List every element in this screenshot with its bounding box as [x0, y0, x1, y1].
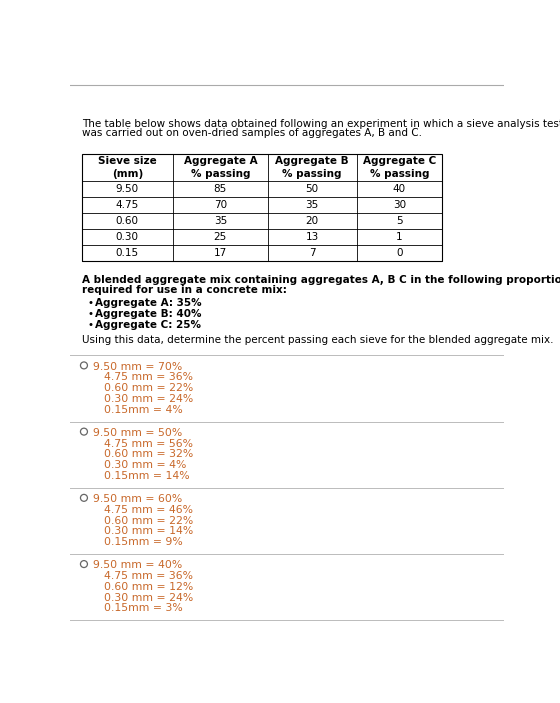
Text: required for use in a concrete mix:: required for use in a concrete mix:	[82, 285, 287, 295]
Text: 9.50 mm = 50%: 9.50 mm = 50%	[94, 428, 183, 438]
Text: 4.75 mm = 56%: 4.75 mm = 56%	[104, 439, 193, 449]
Text: 0.60 mm = 22%: 0.60 mm = 22%	[104, 515, 193, 526]
Text: 0.15mm = 14%: 0.15mm = 14%	[104, 471, 190, 481]
Text: 9.50 mm = 60%: 9.50 mm = 60%	[94, 494, 183, 504]
Text: 0.30 mm = 4%: 0.30 mm = 4%	[104, 460, 186, 470]
Text: 1: 1	[396, 232, 403, 243]
Text: 40: 40	[393, 183, 406, 194]
Text: Aggregate B: 40%: Aggregate B: 40%	[95, 309, 201, 319]
Text: 0.60 mm = 32%: 0.60 mm = 32%	[104, 449, 193, 459]
Text: was carried out on oven-dried samples of aggregates A, B and C.: was carried out on oven-dried samples of…	[82, 128, 422, 138]
Text: 25: 25	[214, 232, 227, 243]
Text: 5: 5	[396, 216, 403, 226]
Text: Using this data, determine the percent passing each sieve for the blended aggreg: Using this data, determine the percent p…	[82, 335, 553, 344]
Text: 4.75: 4.75	[116, 200, 139, 210]
Text: Aggregate B
% passing: Aggregate B % passing	[276, 156, 349, 179]
Text: 13: 13	[306, 232, 319, 243]
Text: Aggregate A: 35%: Aggregate A: 35%	[95, 298, 202, 309]
Text: 17: 17	[214, 248, 227, 259]
Text: 85: 85	[214, 183, 227, 194]
Text: 0.30 mm = 14%: 0.30 mm = 14%	[104, 527, 193, 536]
Text: Aggregate A
% passing: Aggregate A % passing	[184, 156, 257, 179]
Text: 7: 7	[309, 248, 315, 259]
Text: A blended aggregate mix containing aggregates A, B C in the following proportion: A blended aggregate mix containing aggre…	[82, 275, 560, 285]
Text: 9.50: 9.50	[116, 183, 139, 194]
Text: 30: 30	[393, 200, 406, 210]
Text: 4.75 mm = 46%: 4.75 mm = 46%	[104, 505, 193, 515]
Text: 35: 35	[306, 200, 319, 210]
Text: Aggregate C: 25%: Aggregate C: 25%	[95, 320, 201, 330]
Text: 50: 50	[306, 183, 319, 194]
Text: 0: 0	[396, 248, 403, 259]
Text: 0.15mm = 4%: 0.15mm = 4%	[104, 405, 183, 415]
Text: Aggregate C
% passing: Aggregate C % passing	[363, 156, 436, 179]
Bar	[82, 155, 442, 262]
Text: 0.30 mm = 24%: 0.30 mm = 24%	[104, 593, 193, 602]
Text: 0.60: 0.60	[116, 216, 139, 226]
Text: 0.60 mm = 22%: 0.60 mm = 22%	[104, 383, 193, 393]
Text: 0.15: 0.15	[116, 248, 139, 259]
Text: 0.60 mm = 12%: 0.60 mm = 12%	[104, 582, 193, 592]
Text: 9.50 mm = 70%: 9.50 mm = 70%	[94, 361, 183, 372]
Text: 20: 20	[306, 216, 319, 226]
Text: 0.30: 0.30	[116, 232, 139, 243]
Text: 4.75 mm = 36%: 4.75 mm = 36%	[104, 571, 193, 581]
Text: •: •	[87, 309, 93, 319]
Text: •: •	[87, 298, 93, 309]
Text: The table below shows data obtained following an experiment in which a sieve ana: The table below shows data obtained foll…	[82, 119, 560, 129]
Text: 4.75 mm = 36%: 4.75 mm = 36%	[104, 373, 193, 382]
Text: 0.15mm = 9%: 0.15mm = 9%	[104, 537, 183, 547]
Text: 35: 35	[214, 216, 227, 226]
Text: Sieve size
(mm): Sieve size (mm)	[98, 156, 157, 179]
Text: 70: 70	[214, 200, 227, 210]
Text: 0.30 mm = 24%: 0.30 mm = 24%	[104, 394, 193, 404]
Text: 9.50 mm = 40%: 9.50 mm = 40%	[94, 560, 183, 570]
Text: •: •	[87, 320, 93, 330]
Text: 0.15mm = 3%: 0.15mm = 3%	[104, 603, 183, 613]
